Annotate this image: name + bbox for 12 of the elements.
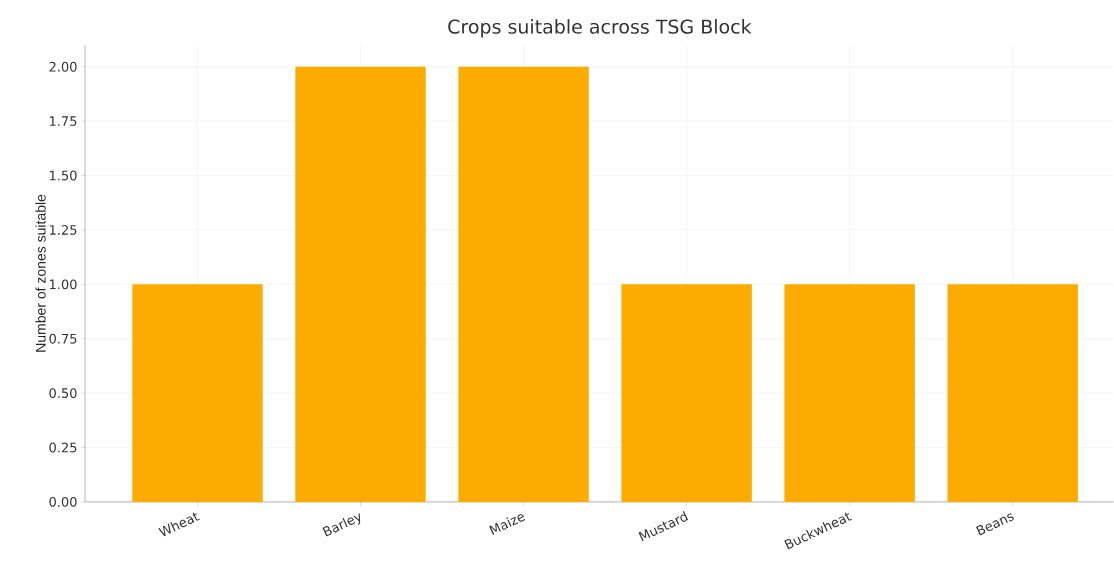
y-tick-label: 0.25 — [49, 442, 77, 453]
x-tick-label: Maize — [489, 514, 526, 535]
y-tick-label: 2.00 — [49, 61, 77, 72]
y-tick-label: 0.00 — [49, 497, 77, 507]
chart-title: Crops suitable across TSG Block — [448, 19, 752, 38]
y-tick-label: 1.50 — [49, 170, 77, 181]
y-tick-label: 0.75 — [49, 333, 77, 344]
y-tick-label: 1.00 — [49, 279, 77, 290]
y-tick-label: 1.75 — [49, 116, 77, 127]
y-axis-title: Number of zones suitable — [35, 194, 46, 352]
y-tick-label: 1.25 — [49, 225, 77, 235]
y-tick-label: 0.50 — [49, 388, 77, 399]
